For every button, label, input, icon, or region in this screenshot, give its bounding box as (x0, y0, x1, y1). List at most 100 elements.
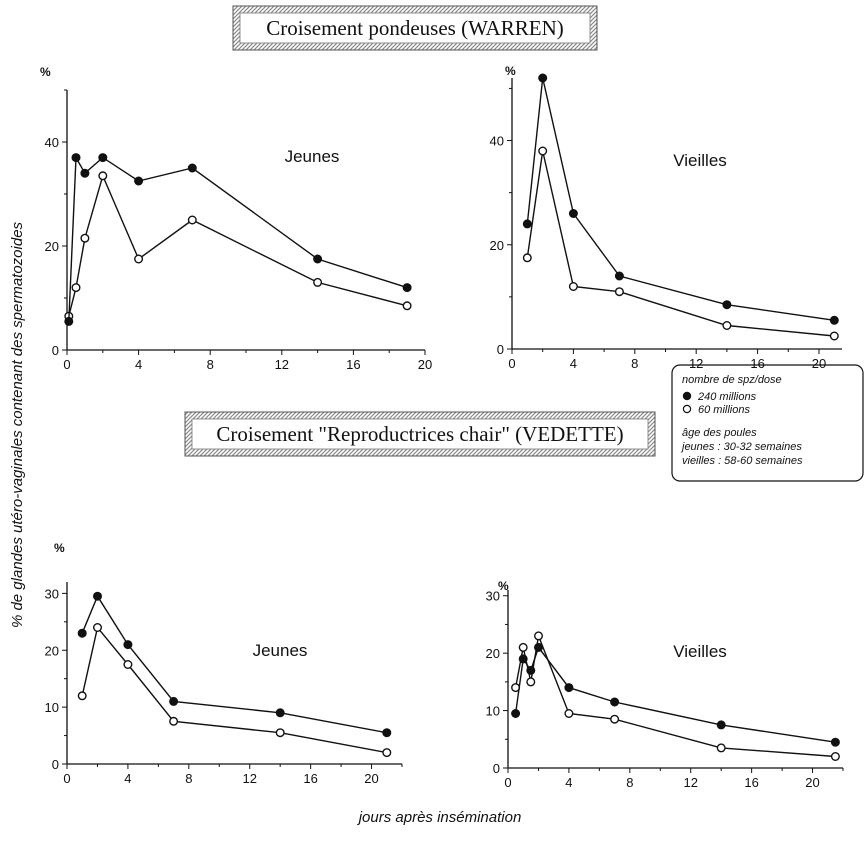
data-point-filled (534, 642, 544, 652)
x-tick-label: 20 (418, 357, 432, 372)
series-line-open (526, 150, 835, 337)
x-axis-title: jours après insémination (357, 809, 522, 826)
y-tick-label: 10 (45, 700, 59, 715)
panel-label: Vieilles (673, 642, 727, 661)
legend-filled-label: 240 millions (697, 391, 757, 403)
section-title-warren: Croisement pondeuses (WARREN) (232, 5, 598, 51)
data-point-open (98, 171, 108, 181)
x-tick-label: 12 (683, 775, 697, 790)
x-tick-label: 8 (185, 771, 192, 786)
data-point-open (275, 728, 285, 738)
y-tick-label: 0 (52, 757, 59, 772)
y-axis-title: % de glandes utéro-vaginales contenant d… (9, 221, 26, 628)
x-tick-label: 0 (63, 357, 70, 372)
data-point-filled (511, 709, 521, 719)
panel-label: Jeunes (285, 147, 340, 166)
data-point-open (313, 277, 323, 287)
legend-age-young: jeunes : 30-32 semaines (680, 441, 802, 453)
x-tick-label: 4 (565, 775, 572, 790)
y-tick-label: 40 (490, 134, 504, 149)
legend-box (671, 364, 864, 482)
x-tick-label: 4 (124, 771, 131, 786)
data-point-filled (614, 271, 624, 281)
y-unit-label: % (498, 579, 509, 593)
y-tick-label: 30 (45, 586, 59, 601)
y-unit-label: % (505, 64, 516, 78)
x-tick-label: 16 (744, 775, 758, 790)
data-point-filled (92, 591, 102, 601)
x-tick-label: 16 (346, 357, 360, 372)
data-point-filled (610, 697, 620, 707)
data-point-open (92, 623, 102, 633)
y-tick-label: 0 (497, 342, 504, 357)
data-point-open (568, 282, 578, 292)
data-point-filled (722, 300, 732, 310)
x-tick-label: 20 (805, 775, 819, 790)
legend-open-marker (682, 404, 692, 414)
data-point-open (610, 714, 620, 724)
y-tick-label: 10 (486, 704, 500, 719)
y-tick-label: 0 (493, 761, 500, 776)
x-tick-label: 12 (689, 356, 703, 371)
data-point-filled (564, 683, 574, 693)
chart-panel-2: 0 4 8 12 16 20 0 20 40% Vieilles (490, 64, 842, 371)
y-tick-label: 20 (45, 643, 59, 658)
data-point-filled (313, 254, 323, 264)
y-tick-label: 0 (52, 343, 59, 358)
data-point-filled (538, 73, 548, 83)
x-tick-label: 16 (303, 771, 317, 786)
data-point-filled (275, 708, 285, 718)
x-tick-label: 20 (364, 771, 378, 786)
data-point-open (71, 283, 81, 293)
data-point-filled (830, 737, 840, 747)
data-point-filled (526, 665, 536, 675)
series-line-filled (68, 155, 408, 322)
data-point-open (538, 146, 548, 156)
x-tick-label: 4 (570, 356, 577, 371)
legend-dose-title: nombre de spz/dose (682, 374, 782, 386)
data-point-open (830, 752, 840, 762)
y-tick-label: 40 (45, 135, 59, 150)
data-point-open (716, 743, 726, 753)
x-tick-label: 20 (812, 356, 826, 371)
data-point-open (169, 716, 179, 726)
y-tick-label: 20 (490, 238, 504, 253)
legend-filled-marker (682, 391, 692, 401)
data-point-filled (829, 315, 839, 325)
y-unit-label: % (40, 65, 51, 79)
x-tick-label: 8 (207, 357, 214, 372)
section-title-vedette: Croisement "Reproductrices chair" (VEDET… (184, 411, 656, 457)
data-point-filled (187, 163, 197, 173)
y-tick-label: 20 (486, 646, 500, 661)
x-tick-label: 8 (626, 775, 633, 790)
x-tick-label: 0 (508, 356, 515, 371)
chart-panel-1: 0 4 8 12 16 20 0 20 40% Jeunes (40, 65, 432, 372)
x-tick-label: 0 (63, 771, 70, 786)
x-tick-label: 4 (135, 357, 142, 372)
data-point-filled (382, 728, 392, 738)
data-point-filled (402, 283, 412, 293)
data-point-open (526, 677, 536, 687)
data-point-filled (71, 153, 81, 163)
x-tick-label: 12 (242, 771, 256, 786)
x-tick-label: 0 (504, 775, 511, 790)
data-point-open (522, 253, 532, 263)
series-line-filled (81, 594, 387, 734)
series-line-filled (526, 77, 835, 321)
section-title-vedette-text: Croisement "Reproductrices chair" (VEDET… (216, 422, 623, 446)
data-point-filled (169, 696, 179, 706)
data-point-filled (98, 153, 108, 163)
data-point-filled (77, 628, 87, 638)
data-point-open (382, 748, 392, 758)
legend-age-title: âge des poules (682, 427, 757, 439)
legend: nombre de spz/dose 240 millions 60 milli… (671, 364, 864, 482)
data-point-filled (522, 219, 532, 229)
data-point-open (564, 709, 574, 719)
data-point-open (123, 660, 133, 670)
data-point-open (80, 233, 90, 243)
data-point-filled (80, 168, 90, 178)
panel-label: Vieilles (673, 151, 727, 170)
series-line-filled (514, 645, 836, 743)
x-tick-label: 12 (275, 357, 289, 372)
